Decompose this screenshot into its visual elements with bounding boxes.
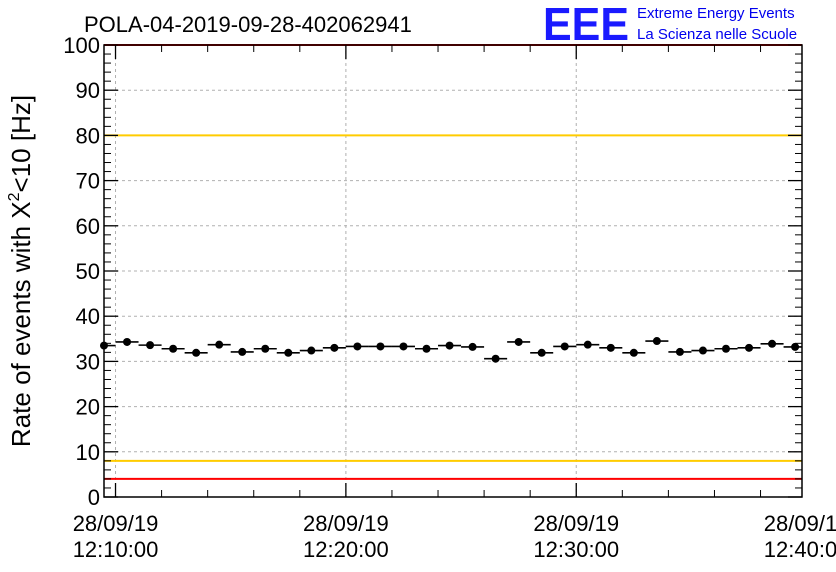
y-axis-title-rest: <10 [Hz] <box>6 95 36 193</box>
plot-frame <box>103 44 803 498</box>
data-point <box>491 354 500 363</box>
y-tick-label: 40 <box>76 304 100 329</box>
y-tick-label: 20 <box>76 395 100 420</box>
data-point <box>514 337 523 346</box>
y-tick-label: 100 <box>63 33 100 58</box>
data-point <box>606 343 615 352</box>
x-tick-time: 12:40:00 <box>764 537 836 562</box>
data-series <box>100 337 802 363</box>
data-point <box>261 344 270 353</box>
data-point <box>791 342 800 351</box>
data-point <box>445 341 454 350</box>
x-tick-date: 28/09/19 <box>73 511 159 536</box>
x-tick-date: 28/09/19 <box>764 511 836 536</box>
data-point <box>468 342 477 351</box>
x-tick-time: 12:20:00 <box>303 537 389 562</box>
y-tick-label: 60 <box>76 214 100 239</box>
y-tick-label: 80 <box>76 123 100 148</box>
y-tick-label: 70 <box>76 169 100 194</box>
logo-line-1: Extreme Energy Events <box>637 5 795 22</box>
y-tick-label: 0 <box>88 485 100 510</box>
data-point <box>745 343 754 352</box>
data-point <box>675 347 684 356</box>
data-point <box>330 343 339 352</box>
x-tick-time: 12:10:00 <box>73 537 159 562</box>
y-tick-label: 90 <box>76 78 100 103</box>
data-point <box>215 340 224 349</box>
data-point <box>123 337 132 346</box>
y-axis-title-sup: 2 <box>6 192 23 201</box>
data-point <box>169 344 178 353</box>
data-point <box>307 346 316 355</box>
y-tick-label: 50 <box>76 259 100 284</box>
data-point <box>629 348 638 357</box>
data-point <box>721 344 730 353</box>
data-point <box>238 347 247 356</box>
logo-line-2: La Scienza nelle Scuole <box>637 26 797 43</box>
y-tick-labels: 0 10 20 30 40 50 60 70 80 90 100 <box>63 33 100 510</box>
y-tick-label: 10 <box>76 440 100 465</box>
data-point <box>698 346 707 355</box>
eee-logo: EEE Extreme Energy Events La Scienza nel… <box>543 0 797 50</box>
y-axis-title-main: Rate of events with X <box>6 201 36 447</box>
data-point <box>192 348 201 357</box>
y-axis-title: Rate of events with X2<10 [Hz] <box>6 95 36 447</box>
data-point <box>284 348 293 357</box>
data-point <box>652 337 661 346</box>
logo-letters: EEE <box>543 0 629 50</box>
chart-title: POLA-04-2019-09-28-402062941 <box>84 12 412 37</box>
data-point <box>537 348 546 357</box>
data-point <box>422 344 431 353</box>
data-point <box>353 342 362 351</box>
data-point <box>376 342 385 351</box>
x-tick-date: 28/09/19 <box>303 511 389 536</box>
data-point <box>146 341 155 350</box>
x-tick-time: 12:30:00 <box>533 537 619 562</box>
x-tick-labels: 28/09/1912:10:0028/09/1912:20:0028/09/19… <box>73 511 836 562</box>
y-tick-label: 30 <box>76 349 100 374</box>
data-point <box>560 342 569 351</box>
data-point <box>399 342 408 351</box>
data-point <box>583 340 592 349</box>
x-tick-date: 28/09/19 <box>533 511 619 536</box>
data-point <box>768 339 777 348</box>
